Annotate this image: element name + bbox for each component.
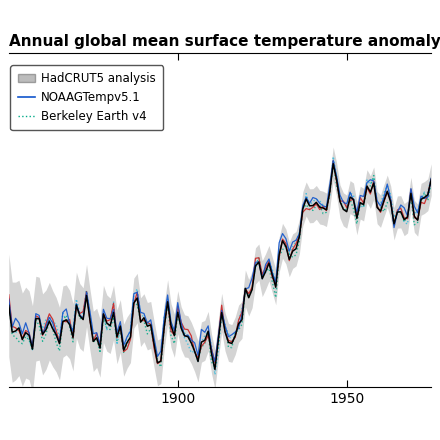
Legend: HadCRUT5 analysis, NOAAGTempv5.1, Berkeley Earth v4: HadCRUT5 analysis, NOAAGTempv5.1, Berkel… xyxy=(11,66,163,130)
Text: Annual global mean surface temperature anomaly: Annual global mean surface temperature a… xyxy=(9,34,440,49)
